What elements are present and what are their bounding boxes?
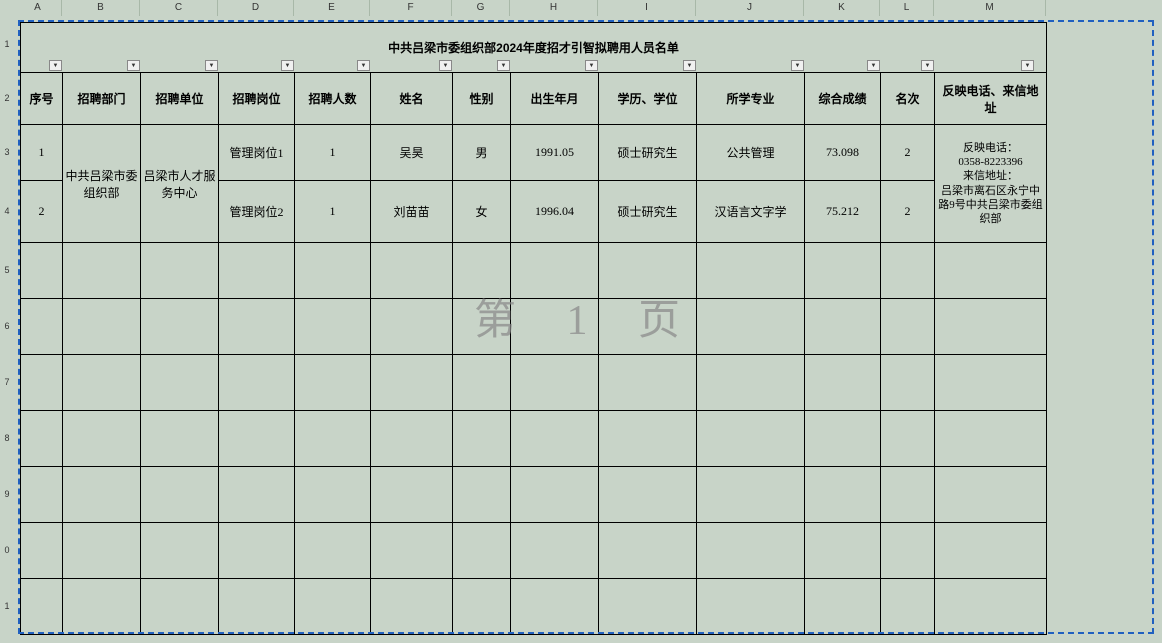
col-name[interactable]: 姓名 <box>371 73 453 125</box>
row-headers-col: 1 2 3 4 5 6 7 8 9 0 1 <box>0 16 14 634</box>
row-header[interactable]: 2 <box>0 72 14 124</box>
cell-count[interactable]: 1 <box>295 181 371 243</box>
data-table: 中共吕梁市委组织部2024年度招才引智拟聘用人员名单 <box>20 22 1047 635</box>
col-contact[interactable]: 反映电话、来信地址 <box>935 73 1047 125</box>
table-header-row: 序号 招聘部门 招聘单位 招聘岗位 招聘人数 姓名 性别 出生年月 学历、学位 … <box>21 73 1047 125</box>
cell-post[interactable]: 管理岗位2 <box>219 181 295 243</box>
row-header[interactable]: 3 <box>0 124 14 180</box>
col-gender[interactable]: 性别 <box>453 73 511 125</box>
row-header[interactable]: 9 <box>0 466 14 522</box>
table-title: 中共吕梁市委组织部2024年度招才引智拟聘用人员名单 <box>21 23 1047 73</box>
col-header[interactable]: I <box>598 0 696 16</box>
row-header[interactable]: 1 <box>0 16 14 72</box>
table-row-empty <box>21 355 1047 411</box>
cell-unit[interactable]: 吕梁市人才服务中心 <box>141 125 219 243</box>
cell-name[interactable]: 吴昊 <box>371 125 453 181</box>
col-header[interactable]: K <box>804 0 880 16</box>
col-header[interactable]: F <box>370 0 452 16</box>
column-headers-row: A B C D E F G H I J K L M <box>14 0 1162 16</box>
col-header[interactable]: J <box>696 0 804 16</box>
cell-seq[interactable]: 1 <box>21 125 63 181</box>
col-count[interactable]: 招聘人数 <box>295 73 371 125</box>
col-header[interactable]: H <box>510 0 598 16</box>
row-header[interactable]: 8 <box>0 410 14 466</box>
table-row: 1 中共吕梁市委组织部 吕梁市人才服务中心 管理岗位1 1 吴昊 男 1991.… <box>21 125 1047 181</box>
cell-birth[interactable]: 1991.05 <box>511 125 599 181</box>
filter-button[interactable] <box>585 60 598 71</box>
col-dept[interactable]: 招聘部门 <box>63 73 141 125</box>
filter-button[interactable] <box>281 60 294 71</box>
col-major[interactable]: 所学专业 <box>697 73 805 125</box>
row-header[interactable]: 7 <box>0 354 14 410</box>
col-rank[interactable]: 名次 <box>881 73 935 125</box>
row-header[interactable]: 4 <box>0 180 14 242</box>
cell-major[interactable]: 公共管理 <box>697 125 805 181</box>
cell-count[interactable]: 1 <box>295 125 371 181</box>
col-header[interactable]: M <box>934 0 1046 16</box>
filter-button[interactable] <box>683 60 696 71</box>
col-header[interactable]: B <box>62 0 140 16</box>
cell-dept[interactable]: 中共吕梁市委组织部 <box>63 125 141 243</box>
col-header[interactable]: C <box>140 0 218 16</box>
table-row-empty <box>21 411 1047 467</box>
cell-score[interactable]: 73.098 <box>805 125 881 181</box>
spreadsheet-container: A B C D E F G H I J K L M 1 2 3 4 5 6 7 … <box>0 0 1162 643</box>
filter-button[interactable] <box>921 60 934 71</box>
filter-button[interactable] <box>1021 60 1034 71</box>
col-post[interactable]: 招聘岗位 <box>219 73 295 125</box>
col-header[interactable]: G <box>452 0 510 16</box>
filter-button[interactable] <box>791 60 804 71</box>
cell-contact[interactable]: 反映电话： 0358-8223396 来信地址： 吕梁市离石区永宁中路9号中共吕… <box>935 125 1047 243</box>
cell-gender[interactable]: 女 <box>453 181 511 243</box>
table-row-empty <box>21 299 1047 355</box>
row-header[interactable]: 1 <box>0 578 14 634</box>
filter-button[interactable] <box>439 60 452 71</box>
cell-seq[interactable]: 2 <box>21 181 63 243</box>
title-text: 中共吕梁市委组织部2024年度招才引智拟聘用人员名单 <box>388 41 679 55</box>
col-header[interactable]: A <box>14 0 62 16</box>
col-unit[interactable]: 招聘单位 <box>141 73 219 125</box>
table-row-empty <box>21 523 1047 579</box>
col-birth[interactable]: 出生年月 <box>511 73 599 125</box>
filter-button[interactable] <box>127 60 140 71</box>
table-row-empty <box>21 467 1047 523</box>
filter-button[interactable] <box>49 60 62 71</box>
filter-button[interactable] <box>357 60 370 71</box>
cell-name[interactable]: 刘苗苗 <box>371 181 453 243</box>
cell-score[interactable]: 75.212 <box>805 181 881 243</box>
cell-rank[interactable]: 2 <box>881 125 935 181</box>
col-header[interactable]: D <box>218 0 294 16</box>
grid-area: 第 1 页 中共吕梁市委组织部2024年度招才引智拟聘用人员名单 <box>14 16 1160 641</box>
cell-birth[interactable]: 1996.04 <box>511 181 599 243</box>
row-header[interactable]: 0 <box>0 522 14 578</box>
col-edu[interactable]: 学历、学位 <box>599 73 697 125</box>
col-header[interactable]: E <box>294 0 370 16</box>
cell-edu[interactable]: 硕士研究生 <box>599 125 697 181</box>
table-row-empty <box>21 243 1047 299</box>
row-header[interactable]: 5 <box>0 242 14 298</box>
row-header[interactable]: 6 <box>0 298 14 354</box>
cell-edu[interactable]: 硕士研究生 <box>599 181 697 243</box>
filter-button[interactable] <box>867 60 880 71</box>
filter-button[interactable] <box>205 60 218 71</box>
col-score[interactable]: 综合成绩 <box>805 73 881 125</box>
col-seq[interactable]: 序号 <box>21 73 63 125</box>
table-row-empty <box>21 579 1047 635</box>
cell-gender[interactable]: 男 <box>453 125 511 181</box>
col-header[interactable]: L <box>880 0 934 16</box>
cell-rank[interactable]: 2 <box>881 181 935 243</box>
cell-post[interactable]: 管理岗位1 <box>219 125 295 181</box>
filter-button[interactable] <box>497 60 510 71</box>
cell-major[interactable]: 汉语言文字学 <box>697 181 805 243</box>
